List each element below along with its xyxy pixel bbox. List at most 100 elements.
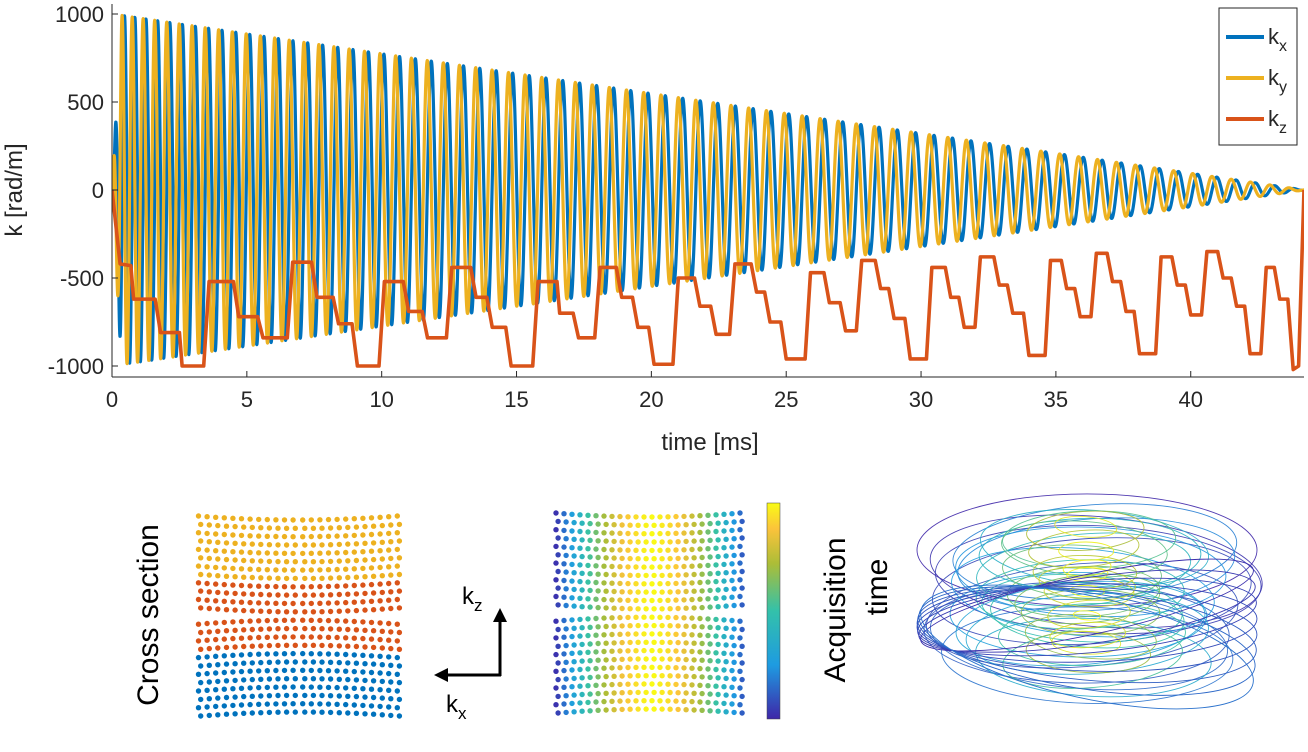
acquisition-point — [633, 681, 639, 687]
cross-section-point — [266, 626, 273, 632]
cross-section-point — [300, 517, 306, 523]
acquisition-point — [721, 684, 727, 690]
acquisition-point — [563, 659, 569, 665]
trajectory-ring — [951, 546, 1215, 638]
cross-section-point — [232, 607, 238, 613]
acquisition-point — [587, 624, 593, 630]
acquisition-point — [707, 624, 713, 630]
acquisition-point — [571, 709, 577, 715]
acquisition-point — [699, 521, 705, 527]
acquisition-point — [715, 691, 721, 698]
acquisition-point — [675, 690, 681, 696]
cross-section-point — [327, 575, 334, 581]
acquisition-point — [641, 614, 647, 620]
acquisition-point — [675, 623, 681, 629]
cross-section-point — [325, 701, 332, 707]
cross-section-point — [317, 583, 323, 590]
acquisition-point — [593, 596, 599, 602]
cross-section-point — [238, 618, 245, 625]
cross-section-point — [388, 555, 394, 562]
acquisition-point — [691, 640, 697, 646]
cross-section-point — [360, 582, 366, 588]
cross-section-point — [394, 513, 400, 519]
acquisition-point — [731, 676, 737, 682]
cross-section-point — [370, 661, 377, 667]
cross-section-point — [379, 606, 385, 612]
acquisition-point — [691, 588, 697, 594]
acquisition-point — [675, 555, 681, 562]
acquisition-point — [673, 681, 679, 688]
acquisition-point — [555, 676, 561, 683]
cross-section-point — [394, 546, 400, 553]
acquisition-point — [715, 537, 721, 543]
acquisition-point — [673, 631, 679, 637]
acquisition-point — [739, 660, 745, 666]
acquisition-point — [555, 518, 561, 525]
cross-section-point — [310, 575, 317, 582]
cross-section-point — [334, 618, 340, 624]
cross-section-point — [195, 513, 202, 519]
cross-section-point — [336, 710, 342, 716]
cross-section-point — [264, 516, 270, 523]
acquisition-point — [641, 581, 647, 587]
acquisition-point — [651, 539, 657, 545]
cross-section-point — [198, 629, 204, 636]
cross-section-point — [308, 567, 314, 573]
acquisition-point — [651, 572, 657, 579]
acquisition-point — [611, 538, 617, 545]
acquisition-point — [699, 707, 705, 713]
acquisition-point — [619, 673, 625, 679]
cross-section-point — [360, 549, 366, 555]
cross-section-point — [249, 710, 255, 716]
acquisition-point — [609, 615, 615, 621]
cross-section-point — [368, 653, 375, 659]
cross-section-point — [249, 591, 255, 597]
cross-section-point — [317, 651, 323, 657]
acquisition-point — [635, 706, 641, 712]
acquisition-point — [603, 690, 609, 696]
acquisition-point — [659, 656, 665, 662]
acquisition-point — [593, 579, 599, 586]
cross-section-point — [281, 651, 288, 657]
trajectory-ring — [990, 582, 1185, 649]
acquisition-point — [683, 522, 689, 528]
acquisition-point — [737, 651, 743, 658]
acquisition-point — [707, 554, 713, 560]
acquisition-point — [601, 596, 607, 603]
cross-section-point — [256, 600, 262, 606]
cross-section-point — [247, 651, 253, 658]
cross-section-point — [379, 712, 385, 718]
acquisition-point — [737, 635, 743, 641]
acquisition-point — [713, 562, 719, 568]
cross-section-point — [386, 637, 392, 643]
acquisition-point — [657, 681, 663, 687]
cross-section-point — [292, 709, 298, 715]
acquisition-point — [595, 521, 601, 527]
acquisition-point — [659, 622, 665, 629]
acquisition-point — [601, 513, 607, 519]
cross-section-point — [198, 713, 204, 719]
cross-section-point — [394, 688, 400, 694]
cross-section-point — [379, 573, 385, 579]
cross-section-point — [319, 525, 325, 531]
cross-section-point — [308, 617, 314, 623]
cross-section-point — [300, 550, 306, 557]
cross-section-point — [195, 580, 202, 586]
cross-section-point — [370, 694, 377, 701]
acquisition-point — [737, 577, 743, 583]
acquisition-point — [579, 675, 585, 681]
cross-section-point — [241, 677, 247, 683]
acquisition-point — [723, 642, 729, 648]
acquisition-point — [689, 615, 695, 621]
acquisition-point — [681, 580, 687, 586]
series-line-kz — [112, 189, 1304, 372]
cross-section-point — [292, 659, 298, 665]
acquisition-point — [625, 564, 631, 570]
cross-section-point — [353, 693, 360, 700]
cross-section-point — [379, 539, 385, 545]
acquisition-point — [729, 577, 735, 584]
cross-section-point — [249, 574, 255, 581]
trajectory-ring — [932, 537, 1252, 646]
cross-section-point — [388, 522, 394, 528]
